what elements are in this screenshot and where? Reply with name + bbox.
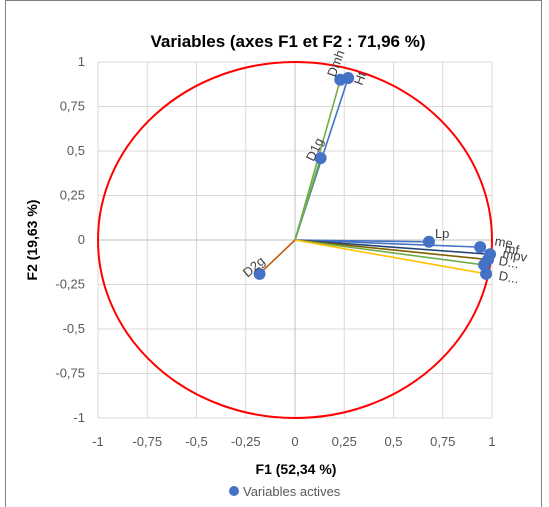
variable-label: Ht <box>351 69 370 87</box>
x-tick-label: -0,75 <box>132 434 162 449</box>
y-tick-label: 0 <box>78 232 85 247</box>
x-tick-label: 0,25 <box>332 434 357 449</box>
variable-vectors <box>258 77 491 275</box>
y-tick-label: -1 <box>73 410 85 425</box>
variable-label: D... <box>498 253 521 271</box>
correlation-circle <box>97 61 493 419</box>
variable-point <box>480 267 493 280</box>
y-tick-label: -0,5 <box>63 321 85 336</box>
x-tick-label: -1 <box>92 434 104 449</box>
x-tick-labels: -1 -0,75 -0,5 -0,25 0 0,25 0,5 0,75 1 <box>92 434 495 449</box>
x-axis-label: F1 (52,34 %) <box>256 461 337 477</box>
x-tick-label: 0,75 <box>430 434 455 449</box>
variable-vector <box>294 157 322 241</box>
y-tick-labels: 1 0,75 0,5 0,25 0 -0,25 -0,5 -0,75 -1 <box>55 54 85 425</box>
variable-point <box>342 72 355 85</box>
y-tick-label: 0,75 <box>60 99 85 114</box>
variable-vector <box>294 239 491 256</box>
variable-vector <box>294 239 487 275</box>
variable-point <box>474 241 487 254</box>
x-tick-label: 0,5 <box>384 434 402 449</box>
y-tick-label: 0,25 <box>60 188 85 203</box>
x-tick-label: -0,25 <box>231 434 261 449</box>
variable-vector <box>294 239 489 261</box>
variable-vector <box>294 239 481 248</box>
y-tick-label: 1 <box>78 54 85 69</box>
y-tick-label: 0,5 <box>67 143 85 158</box>
x-tick-label: -0,5 <box>185 434 207 449</box>
y-tick-label: -0,25 <box>55 277 85 292</box>
variable-point <box>422 235 435 248</box>
variable-label: Lp <box>435 226 449 241</box>
legend-label: Variables actives <box>243 484 341 499</box>
variable-label: mpv <box>502 246 529 265</box>
variable-points <box>253 72 497 280</box>
variable-label: mf <box>504 240 521 257</box>
y-axis-label: F2 (19,63 %) <box>24 200 40 281</box>
legend: Variables actives <box>229 484 341 499</box>
variable-labels: Dmh HtD1gD2gLpmemfmpvD...D... <box>240 48 529 286</box>
variable-label: D... <box>498 268 521 286</box>
chart-title: Variables (axes F1 et F2 : 71,96 %) <box>151 32 426 51</box>
variable-vector <box>294 239 485 266</box>
y-tick-label: -0,75 <box>55 366 85 381</box>
chart-frame <box>5 0 542 507</box>
x-tick-label: 1 <box>488 434 495 449</box>
x-tick-label: 0 <box>291 434 298 449</box>
variable-label: me <box>494 233 514 251</box>
variable-vector <box>258 239 296 275</box>
variable-point <box>253 267 266 280</box>
legend-marker <box>229 486 239 496</box>
variable-point <box>314 152 327 165</box>
